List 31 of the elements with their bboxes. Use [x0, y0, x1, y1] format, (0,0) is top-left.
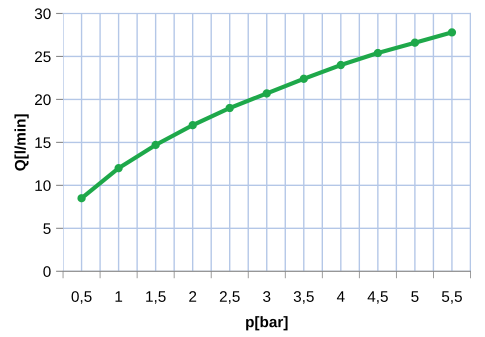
x-tick-label: 3: [263, 291, 270, 302]
x-tick-label: 0,5: [72, 291, 92, 304]
point: [410, 38, 420, 47]
x-tick-label: 2: [189, 291, 196, 302]
point: [77, 194, 86, 202]
point: [300, 74, 308, 83]
point: [114, 164, 123, 172]
point: [151, 140, 160, 150]
x-tick-label: 1,5: [146, 291, 166, 304]
x-tick-label: 3,5: [294, 291, 314, 304]
x-tick-label: 1: [116, 291, 122, 302]
x-tick-label: 4: [336, 291, 345, 302]
y-axis-title: Q[l/min]: [14, 114, 29, 171]
point: [226, 104, 234, 112]
x-tick-label: 4,5: [368, 291, 388, 304]
y-tick-label: 15: [35, 137, 51, 148]
point: [188, 121, 197, 130]
point: [336, 60, 345, 70]
point: [448, 28, 456, 37]
y-tick-label: 5: [43, 223, 51, 234]
x-tick-label: 2,5: [220, 291, 240, 304]
y-tick-label: 0: [43, 266, 51, 277]
point: [262, 89, 271, 98]
x-tick-label: 5,5: [442, 291, 462, 304]
y-tick-label: 30: [34, 8, 51, 20]
y-tick-label: 25: [35, 51, 51, 62]
y-tick-label: 20: [35, 94, 51, 106]
x-axis-title: p[bar]: [246, 316, 288, 330]
y-tick-label: 10: [35, 180, 51, 192]
x-tick-label: 5: [411, 291, 419, 302]
point: [374, 48, 382, 58]
